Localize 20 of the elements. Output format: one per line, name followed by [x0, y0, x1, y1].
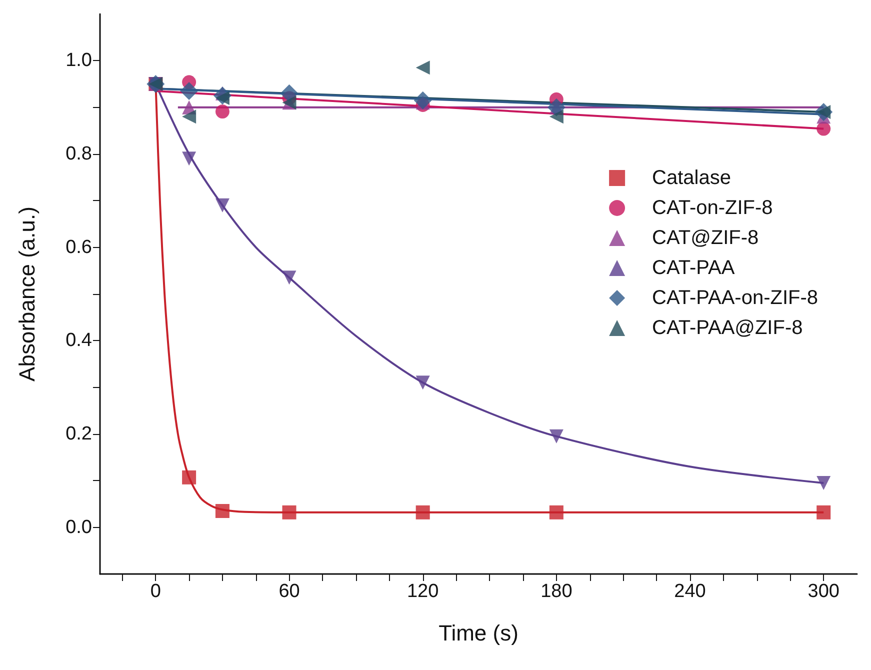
legend-label: CAT-PAA-on-ZIF-8	[652, 287, 818, 309]
y-axis-title: Absorbance (a.u.)	[14, 206, 40, 382]
legend-label: CAT-PAA@ZIF-8	[652, 317, 803, 339]
y-tick-label: 0.2	[66, 424, 92, 444]
x-tick-label: 300	[808, 581, 840, 602]
x-tick-label: 120	[406, 581, 439, 602]
legend-label: CAT-on-ZIF-8	[652, 197, 773, 219]
y-tick-label: 0.6	[66, 236, 92, 258]
legend-label: CAT@ZIF-8	[652, 227, 759, 249]
x-tick-label: 180	[540, 581, 572, 602]
x-axis-title: Time (s)	[438, 620, 518, 646]
y-tick-label: 0.0	[66, 516, 92, 538]
x-tick-label: 60	[278, 581, 300, 602]
y-tick-label: 0.4	[66, 330, 92, 352]
legend-label: Catalase	[652, 167, 731, 189]
y-tick-label: 1.0	[66, 50, 92, 72]
x-tick-label: 0	[150, 581, 161, 602]
y-tick-label: 0.8	[66, 144, 92, 164]
x-tick-label: 240	[674, 581, 706, 602]
legend-label: CAT-PAA	[652, 257, 736, 279]
